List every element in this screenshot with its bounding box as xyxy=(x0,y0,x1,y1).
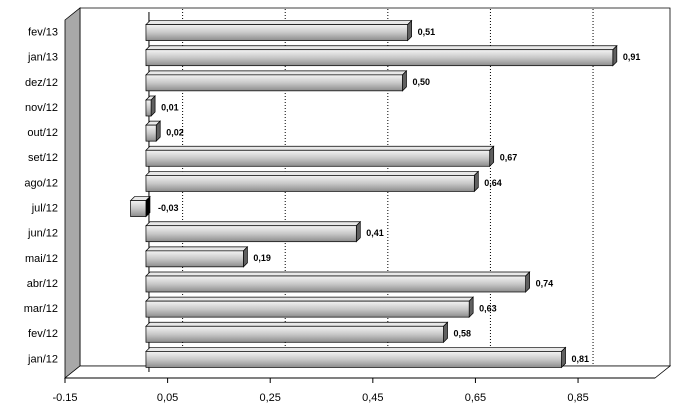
y-tick-label: ago/12 xyxy=(24,177,58,189)
value-label: 0,50 xyxy=(412,77,430,87)
value-label: 0,91 xyxy=(623,52,641,62)
floor xyxy=(63,365,672,379)
bar xyxy=(145,95,156,117)
value-label: 0,74 xyxy=(536,278,554,288)
bar xyxy=(145,220,362,243)
y-tick-label: mar/12 xyxy=(24,303,58,315)
bar xyxy=(145,346,567,369)
bar xyxy=(145,321,449,344)
value-label: 0,58 xyxy=(454,329,472,339)
y-tick-label: fev/13 xyxy=(28,26,58,38)
x-tick-label: 0,25 xyxy=(260,392,281,404)
value-label: 0,01 xyxy=(161,102,179,112)
y-tick-label: out/12 xyxy=(27,127,58,139)
y-tick-label: set/12 xyxy=(28,152,58,164)
bar xyxy=(145,44,618,67)
value-label: 0,41 xyxy=(366,228,384,238)
y-tick-label: fev/12 xyxy=(28,328,58,340)
y-tick-label: jun/12 xyxy=(27,228,58,240)
bar xyxy=(129,195,151,218)
y-tick-label: jul/12 xyxy=(31,202,58,214)
value-label: 0,64 xyxy=(484,178,502,188)
bar xyxy=(145,271,531,293)
bar xyxy=(145,296,475,318)
y-tick-label: abr/12 xyxy=(27,278,58,290)
bar xyxy=(145,246,249,268)
x-tick-label: 0,65 xyxy=(465,392,486,404)
value-label: 0,67 xyxy=(500,153,518,163)
bar xyxy=(145,19,413,42)
value-label: 0,81 xyxy=(572,354,590,364)
x-tick-label: 0,85 xyxy=(567,392,588,404)
y-tick-label: jan/12 xyxy=(27,353,58,365)
x-tick-label: -0.15 xyxy=(52,392,77,404)
y-tick-label: jan/13 xyxy=(27,52,58,64)
y-tick-label: nov/12 xyxy=(25,102,58,114)
bar xyxy=(145,120,162,142)
side-wall xyxy=(64,7,81,379)
value-label: -0,03 xyxy=(158,203,179,213)
x-tick-label: 0,05 xyxy=(157,392,178,404)
bar xyxy=(145,170,480,193)
x-tick-label: 0,45 xyxy=(362,392,383,404)
y-tick-label: dez/12 xyxy=(25,77,58,89)
value-label: 0,02 xyxy=(166,128,184,138)
bar xyxy=(145,145,495,168)
y-tick-label: mai/12 xyxy=(25,253,58,265)
value-label: 0,19 xyxy=(253,253,271,263)
value-label: 0,63 xyxy=(479,304,497,314)
value-label: 0,51 xyxy=(418,27,436,37)
bar xyxy=(145,70,408,92)
